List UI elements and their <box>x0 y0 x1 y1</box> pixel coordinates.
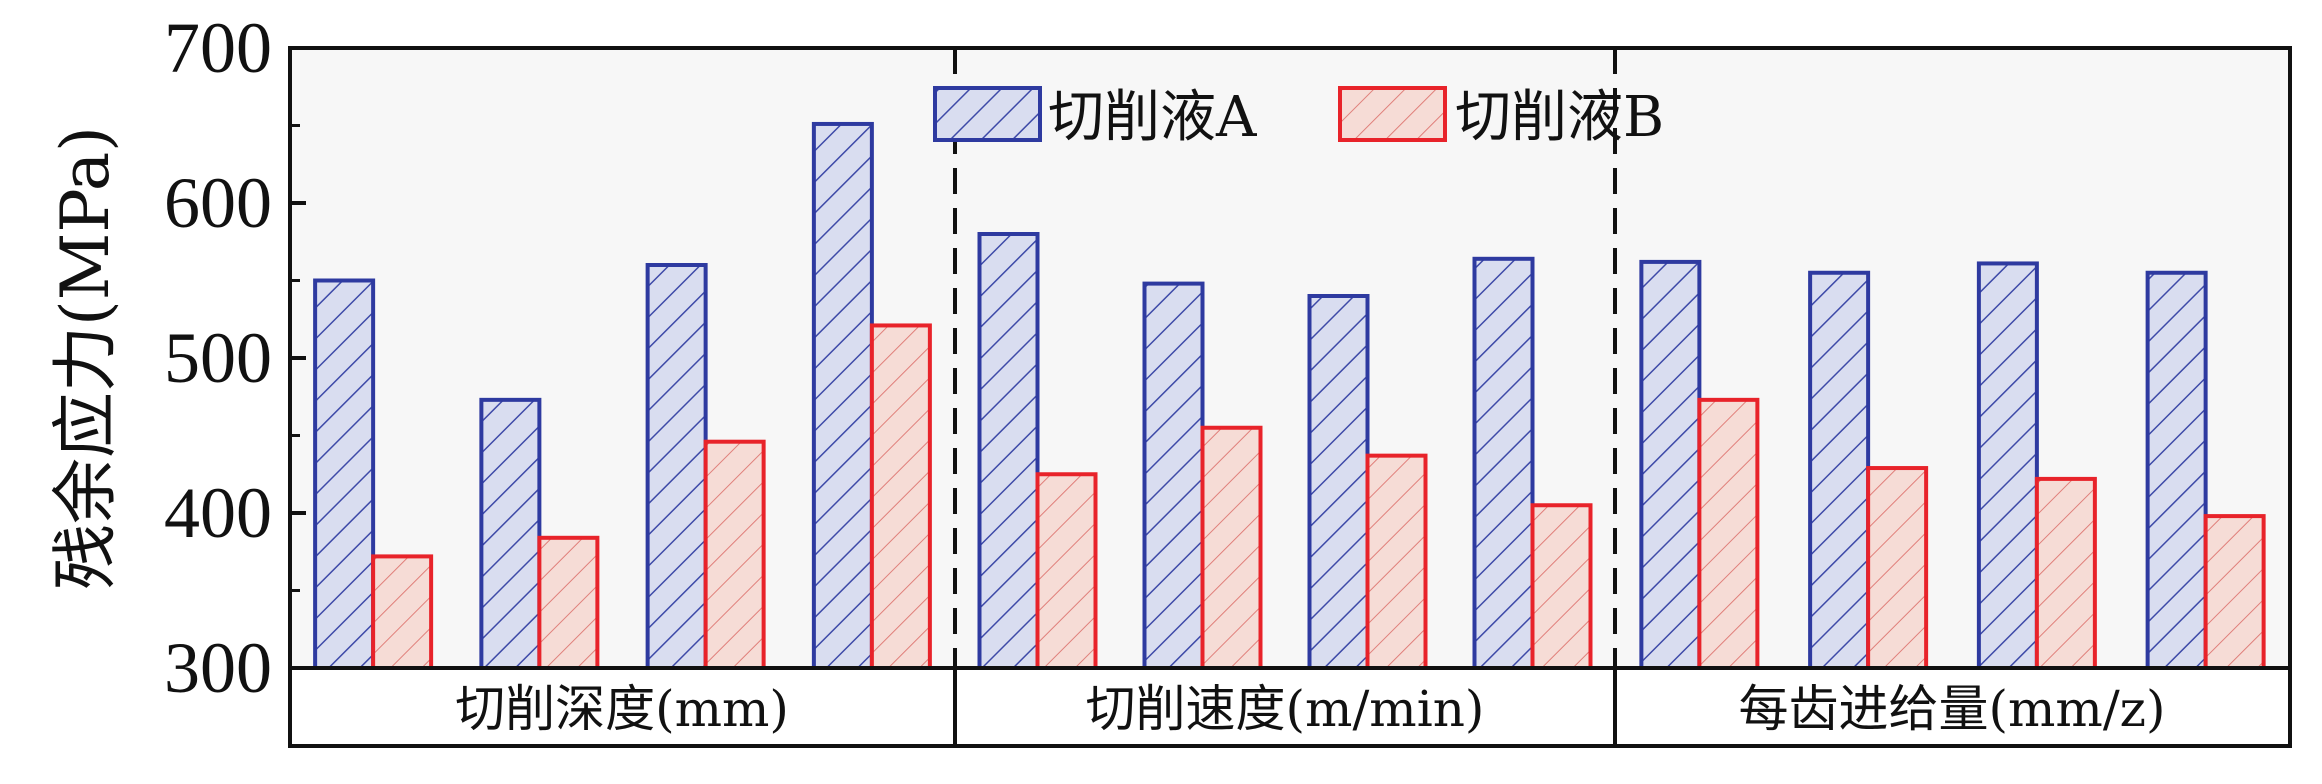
bar-a <box>313 278 376 670</box>
bar-a <box>1976 261 2039 670</box>
bar-a <box>479 397 542 670</box>
y-tick-label: 600 <box>164 163 272 243</box>
bar-a <box>1472 256 1535 670</box>
bar-b <box>1200 425 1263 670</box>
bar-a <box>977 232 1040 670</box>
bar-b <box>1866 466 1929 670</box>
bars <box>313 121 2266 671</box>
bar-a <box>1808 270 1871 670</box>
category-band <box>288 666 2292 748</box>
bar-b <box>1365 453 1428 670</box>
bar-b <box>1697 397 1760 670</box>
legend-label-a: 切削液A <box>1048 85 1257 150</box>
y-tick-label: 500 <box>164 318 272 398</box>
y-axis: 300 400 500 600 700 <box>164 8 306 708</box>
bar-b <box>2203 514 2266 670</box>
bar-b <box>371 554 434 671</box>
bar-a <box>1639 259 1702 670</box>
plot-area <box>288 46 2292 670</box>
group-label-feed: 每齿进给量(mm/z) <box>1738 680 2165 738</box>
bar-b <box>2034 476 2097 670</box>
legend-swatch-a <box>933 86 1042 142</box>
y-tick-label: 300 <box>164 628 272 708</box>
bar-a <box>2145 270 2208 670</box>
bar-a <box>645 263 708 670</box>
bar-b <box>1530 503 1593 670</box>
bar-b <box>537 535 600 670</box>
legend-label-b: 切削液B <box>1455 85 1664 150</box>
y-axis-title: 残余应力(MPa) <box>47 126 124 590</box>
bar-a <box>811 121 874 670</box>
y-tick-label: 400 <box>164 473 272 553</box>
group-label-speed: 切削速度(m/min) <box>1086 680 1485 738</box>
bar-b <box>703 439 766 671</box>
bar-b <box>1035 472 1098 670</box>
group-label-depth: 切削深度(mm) <box>455 680 789 738</box>
bar-b <box>869 323 932 670</box>
bar-a <box>1307 294 1370 670</box>
legend: 切削液A 切削液B <box>933 85 1664 150</box>
bar-a <box>1142 281 1205 670</box>
y-tick-label: 700 <box>164 8 272 88</box>
legend-swatch-b <box>1338 86 1447 142</box>
